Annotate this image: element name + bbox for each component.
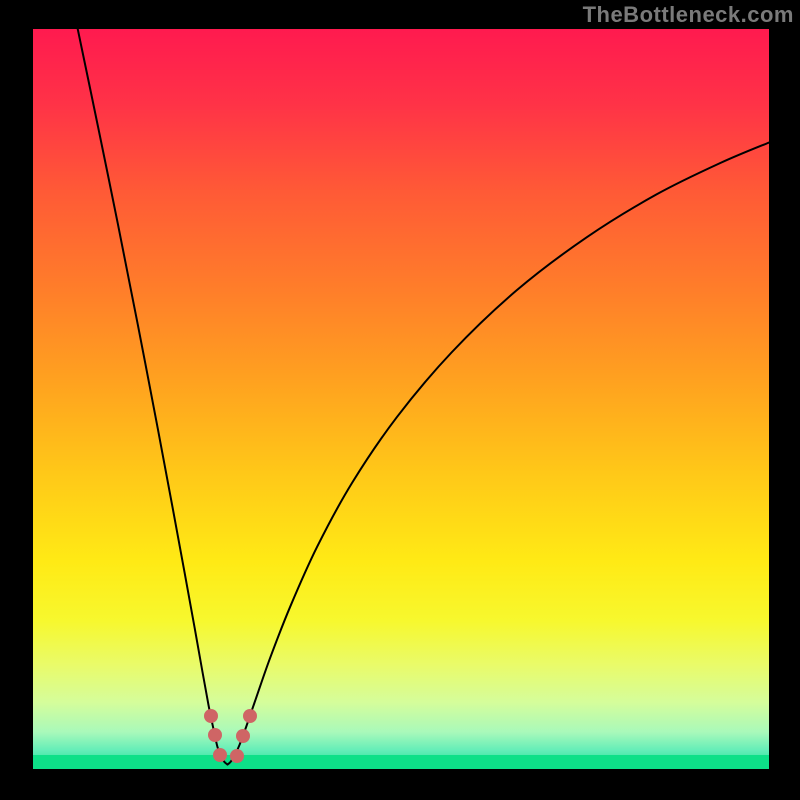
data-marker (204, 709, 218, 723)
curve-left (77, 29, 228, 765)
stage: TheBottleneck.com (0, 0, 800, 800)
curve-right (227, 142, 769, 765)
watermark-text: TheBottleneck.com (583, 2, 794, 28)
data-marker (236, 729, 250, 743)
plot-inner (33, 29, 769, 769)
data-marker (213, 748, 227, 762)
data-marker (230, 749, 244, 763)
curve-layer (33, 29, 769, 769)
plot-frame (31, 27, 771, 771)
data-marker (208, 728, 222, 742)
data-marker (243, 709, 257, 723)
